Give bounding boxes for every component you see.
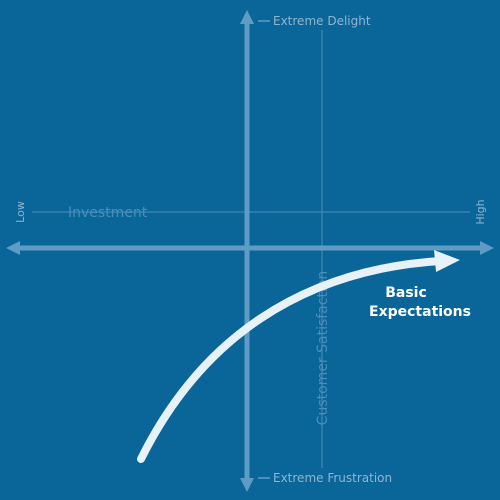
right-label: High <box>474 199 487 224</box>
arrowhead <box>240 478 254 492</box>
curve-label: Basic <box>385 285 427 301</box>
arrowhead <box>6 241 20 255</box>
curve-arrowhead <box>434 250 460 272</box>
axes <box>6 10 494 492</box>
x-title: Investment <box>68 205 148 221</box>
curve <box>137 257 444 463</box>
bottom-label: Extreme Frustration <box>273 471 392 485</box>
arrowhead <box>240 10 254 24</box>
arrowhead <box>480 241 494 255</box>
y-title: Customer Satisfaction <box>315 271 331 426</box>
top-label: Extreme Delight <box>273 14 371 28</box>
curve-label: Expectations <box>369 304 471 320</box>
left-label: Low <box>14 201 27 223</box>
